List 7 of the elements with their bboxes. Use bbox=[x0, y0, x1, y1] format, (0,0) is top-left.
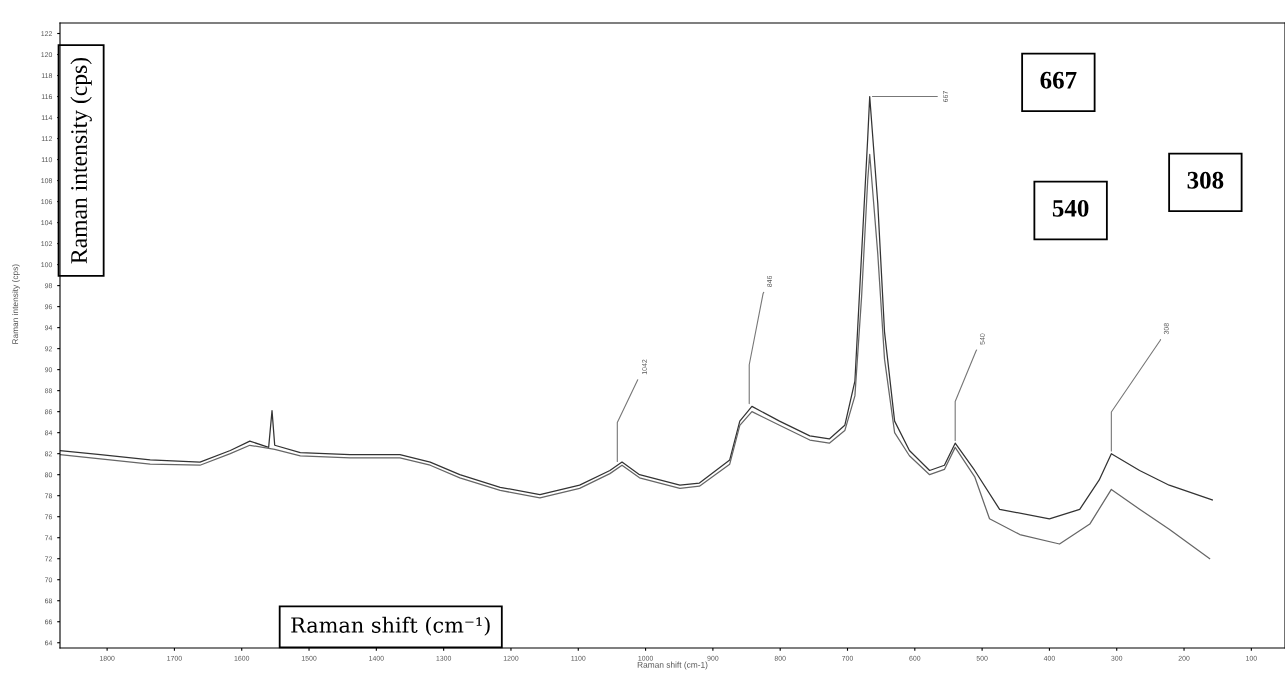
text: Raman shift (cm-1) bbox=[637, 661, 708, 670]
annotation: 540 bbox=[1052, 199, 1089, 217]
annotation: 308 bbox=[1187, 171, 1224, 189]
y-axis-title: Raman intensity (cps) bbox=[70, 57, 92, 264]
text: Raman intensity (cps) bbox=[12, 264, 20, 344]
annotation: 667 bbox=[1040, 71, 1077, 89]
x-axis-title: Raman shift (cm⁻¹) bbox=[291, 616, 490, 636]
